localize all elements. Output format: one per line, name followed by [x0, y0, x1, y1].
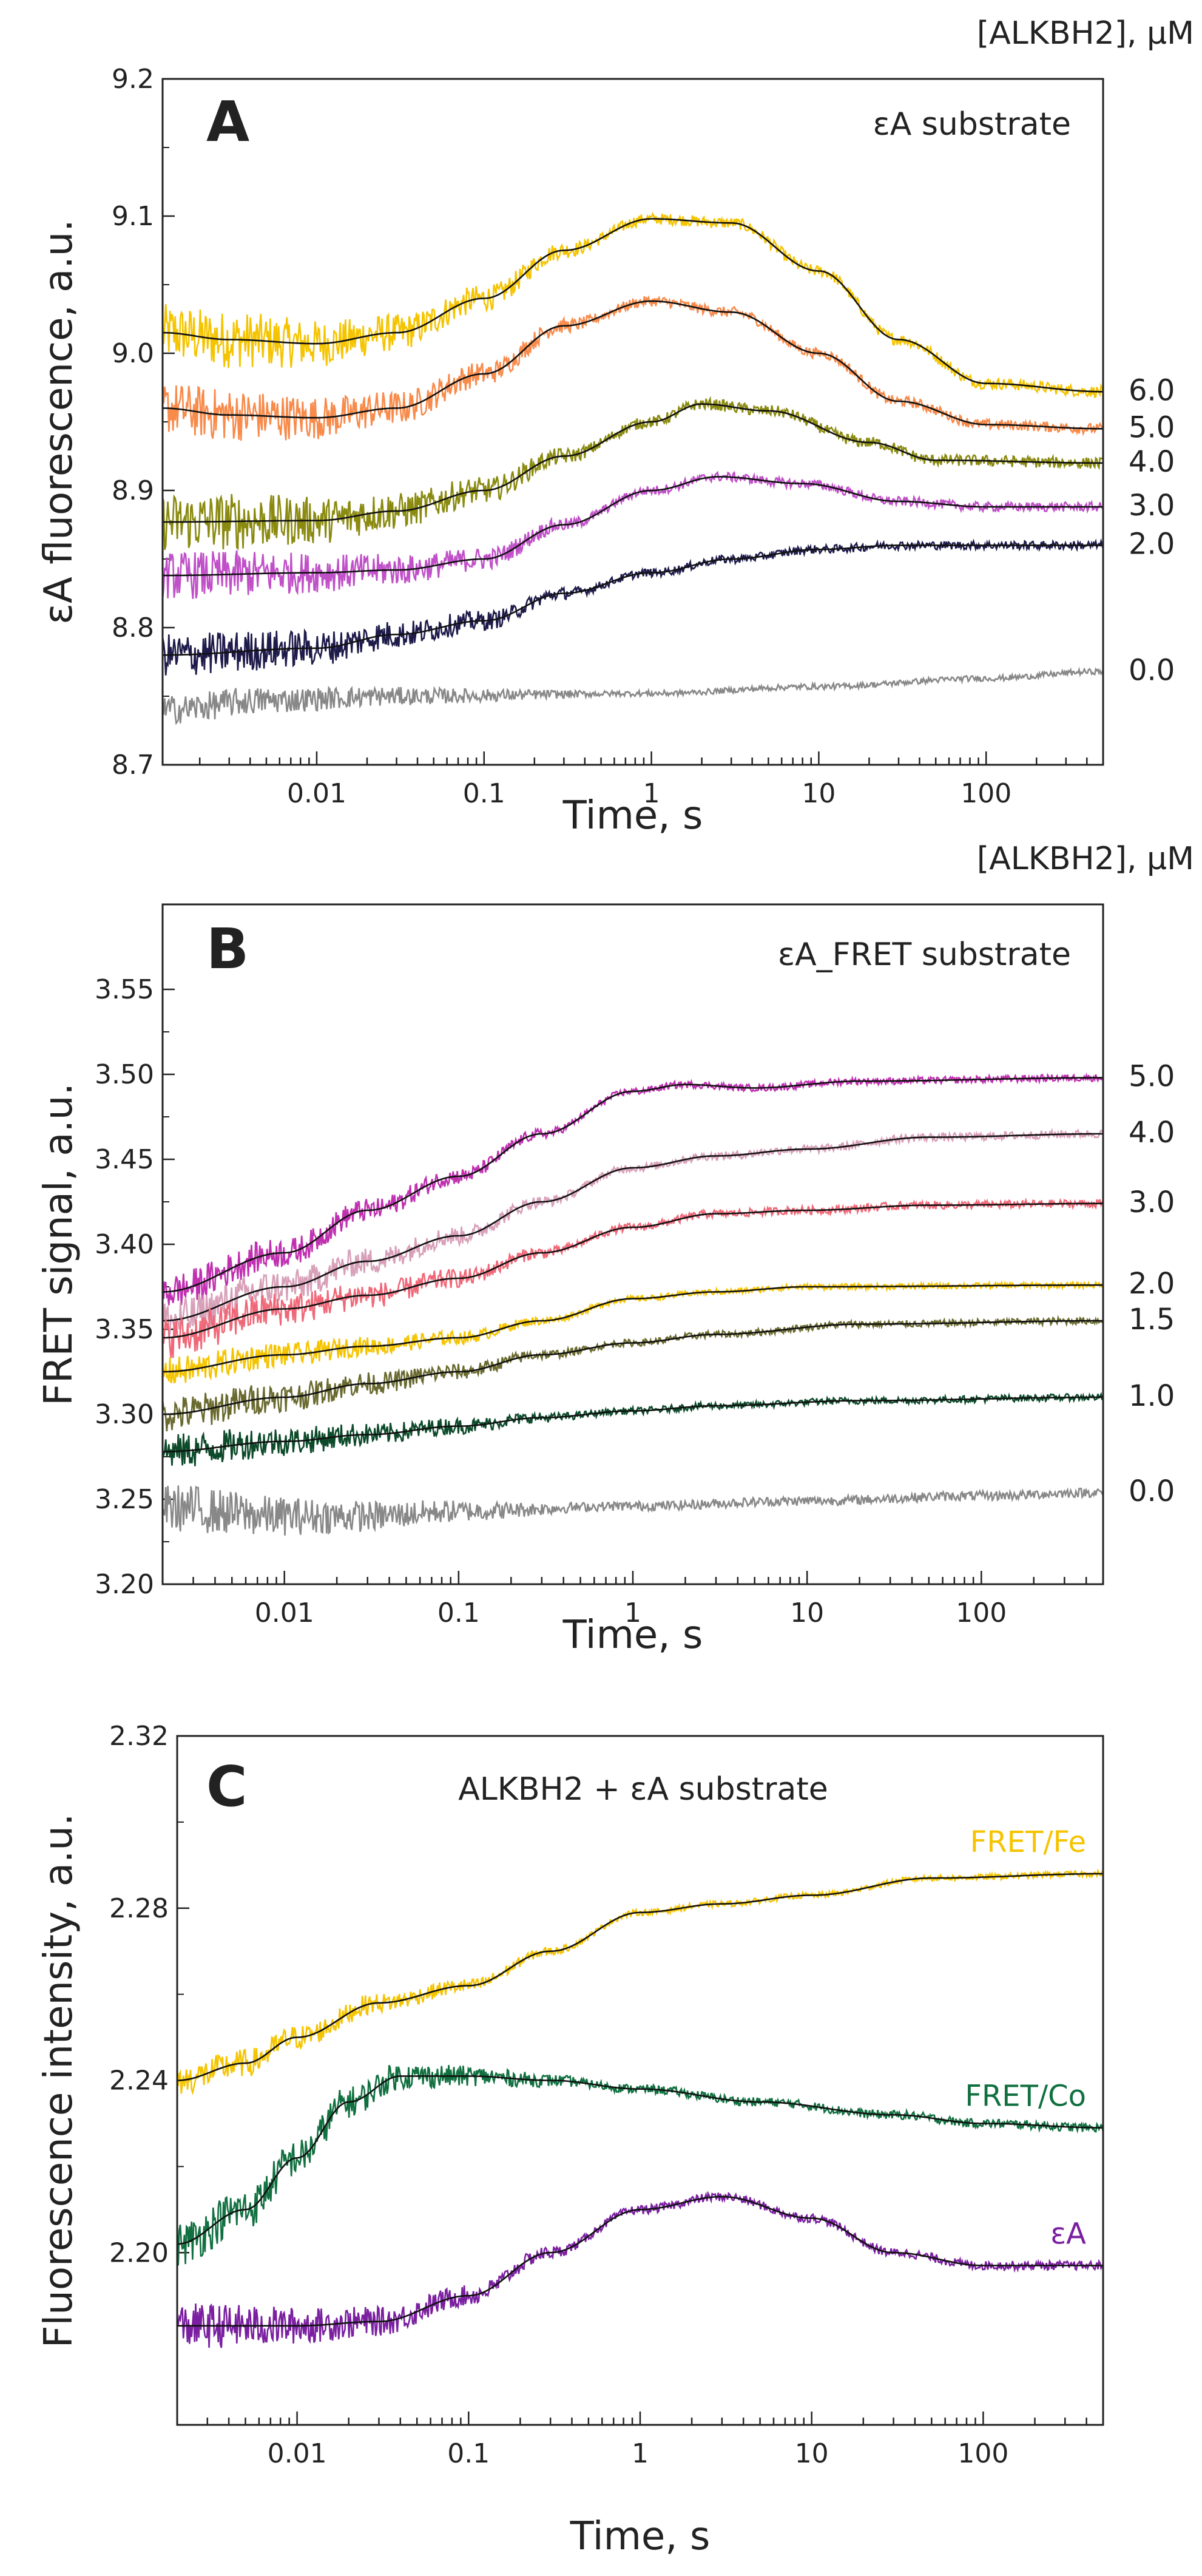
y-tick-label: 3.30	[95, 1399, 154, 1430]
panel-b-title: εA_FRET substrate	[778, 937, 1071, 973]
panel-b-concentration-header: [ALKBH2], μM	[977, 841, 1194, 877]
series-label: 3.0	[1129, 1185, 1175, 1219]
series-label: 2.0	[1129, 527, 1175, 561]
x-tick-label: 1	[624, 1598, 641, 1629]
y-tick-label: 9.1	[112, 201, 154, 232]
y-tick-label: 2.20	[109, 2237, 169, 2268]
panel-a-x-axis-label: Time, s	[562, 793, 703, 838]
y-tick-label: 3.50	[95, 1059, 154, 1090]
series-trace	[177, 2065, 1103, 2266]
fit-curve	[163, 544, 1103, 656]
panel-c-plot-area: 0.01 0.1 1 10 100 2.20 2.24 2.28 2.32 FRET/Fe FRET…	[109, 1721, 1104, 2469]
panel-b-letter: B	[206, 917, 249, 981]
panel-c: 0.01 0.1 1 10 100 2.20 2.24 2.28 2.32 FRET/Fe FRET…	[36, 1721, 1104, 2559]
panel-b-x-axis-label: Time, s	[562, 1613, 703, 1658]
panel-c-frame	[176, 1735, 1104, 2426]
panel-b-plot-area: 0.01 0.1 1 10 100 3.20 3.25 3.30 3.35 3.40 3.45 3.5…	[95, 974, 1175, 1629]
panel-a-plot-area: 0.01 0.1 1 10 100 8.7 8.8 8.9 9.0 9.1 9.2 6.05.04.0…	[112, 64, 1175, 809]
y-tick-label: 3.20	[95, 1569, 154, 1600]
y-tick-label: 9.0	[112, 338, 154, 369]
y-tick-label: 3.35	[95, 1314, 154, 1345]
panel-a-y-axis-label: εA fluorescence, a.u.	[36, 219, 81, 624]
panel-c-x-axis-label: Time, s	[570, 2514, 711, 2559]
x-tick-label: 100	[956, 1598, 1007, 1629]
series-label: 2.0	[1129, 1267, 1175, 1301]
panel-c-title: ALKBH2 + εA substrate	[458, 1771, 828, 1808]
y-tick-label: 2.28	[109, 1893, 169, 1924]
series-label: 5.0	[1129, 410, 1175, 444]
y-tick-label: 3.25	[95, 1484, 154, 1515]
x-tick-label: 10	[795, 2438, 829, 2469]
fit-curve	[177, 1873, 1103, 2081]
series-trace	[163, 1485, 1103, 1536]
x-tick-label: 0.1	[447, 2438, 490, 2469]
panel-a: [ALKBH2], μM 0.01 0.1 1 10 100 8.7 8.8 8.9 9.0 9.…	[36, 15, 1194, 838]
panel-c-y-axis-label: Fluorescence intensity, a.u.	[36, 1814, 81, 2348]
fit-curve	[177, 2075, 1103, 2245]
x-tick-label: 100	[957, 2438, 1008, 2469]
series-label: 4.0	[1129, 1116, 1175, 1150]
series-label: FRET/Co	[965, 2079, 1086, 2113]
series-trace	[163, 470, 1103, 600]
series-trace	[163, 396, 1103, 551]
x-tick-label: 100	[961, 778, 1011, 809]
fit-curve	[177, 2195, 1103, 2327]
fit-curve	[163, 1077, 1103, 1293]
series-label: 5.0	[1129, 1060, 1175, 1094]
fit-curve	[163, 1202, 1103, 1339]
panel-a-letter: A	[206, 89, 249, 154]
fit-curve	[163, 1284, 1103, 1373]
series-label: 1.5	[1129, 1303, 1175, 1337]
series-label: 0.0	[1129, 653, 1175, 687]
x-tick-label: 10	[790, 1598, 824, 1629]
series-trace	[163, 1197, 1103, 1358]
series-trace	[163, 538, 1103, 676]
series-label: 4.0	[1129, 445, 1175, 479]
y-tick-label: 3.40	[95, 1229, 154, 1260]
y-tick-label: 8.8	[112, 612, 154, 643]
panel-b-y-axis-label: FRET signal, a.u.	[36, 1083, 81, 1406]
y-tick-label: 8.9	[112, 475, 154, 506]
series-trace	[163, 1280, 1103, 1384]
series-trace	[163, 295, 1103, 441]
y-tick-label: 8.7	[112, 750, 154, 781]
fit-curve	[163, 403, 1103, 523]
x-tick-label: 1	[632, 2438, 649, 2469]
y-tick-label: 2.32	[109, 1721, 169, 1752]
panel-a-title: εA substrate	[873, 106, 1071, 143]
x-tick-label: 0.1	[463, 778, 505, 809]
fit-curve	[163, 1320, 1103, 1415]
panel-a-frame	[161, 78, 1104, 766]
series-trace	[163, 666, 1103, 725]
x-tick-label: 10	[802, 778, 836, 809]
x-tick-label: 0.01	[255, 1598, 314, 1629]
y-tick-label: 9.2	[112, 64, 154, 95]
fit-curve	[163, 1396, 1103, 1452]
series-label: 3.0	[1129, 489, 1175, 523]
series-label: 6.0	[1129, 373, 1175, 407]
series-label: 0.0	[1129, 1474, 1175, 1508]
panel-b: [ALKBH2], μM 0.01 0.1 1 10 100 3.20 3.25 3.30 3.…	[36, 841, 1194, 1658]
y-tick-label: 3.45	[95, 1144, 154, 1175]
series-label: εA	[1050, 2217, 1086, 2251]
x-tick-label: 0.1	[437, 1598, 480, 1629]
x-tick-label: 0.01	[268, 2438, 327, 2469]
series-label: 1.0	[1129, 1379, 1175, 1413]
fit-curve	[163, 1133, 1103, 1322]
panel-a-concentration-header: [ALKBH2], μM	[977, 15, 1194, 52]
panel-c-letter: C	[206, 1754, 248, 1819]
fit-curve	[163, 476, 1103, 577]
x-tick-label: 1	[643, 778, 660, 809]
series-label: FRET/Fe	[970, 1825, 1086, 1859]
x-tick-label: 0.01	[287, 778, 346, 809]
y-tick-label: 3.55	[95, 974, 154, 1005]
fit-curve	[163, 218, 1103, 393]
fit-curve	[163, 300, 1103, 430]
y-tick-label: 2.24	[109, 2066, 169, 2096]
panel-b-frame	[161, 903, 1104, 1585]
